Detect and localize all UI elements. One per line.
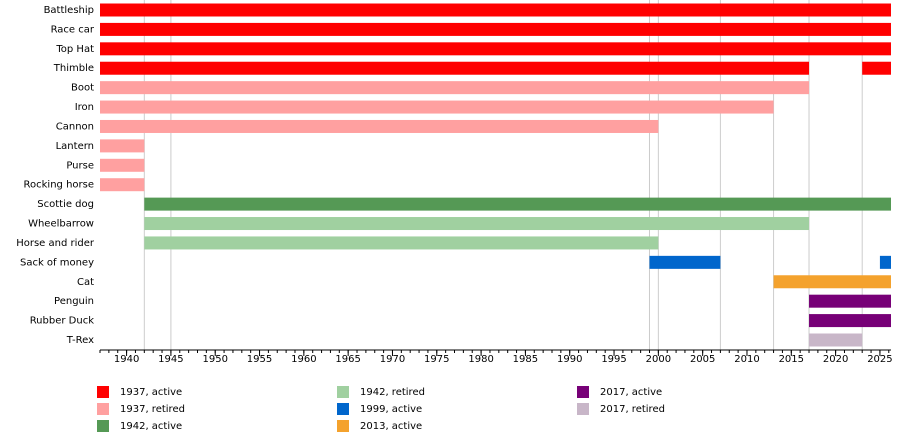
legend-label: 1999, active — [360, 404, 422, 415]
bar — [100, 100, 774, 114]
row-label: Scottie dog — [37, 199, 94, 210]
bar — [100, 158, 145, 172]
bar — [649, 255, 721, 269]
legend-label: 2017, active — [600, 387, 662, 398]
bar — [100, 3, 891, 17]
x-tick-label: 1955 — [247, 354, 272, 365]
x-tick-label: 1975 — [424, 354, 449, 365]
legend-swatch — [97, 386, 109, 398]
row-label: Race car — [51, 24, 95, 35]
legend-label: 1942, retired — [360, 387, 425, 398]
x-tick-label: 2025 — [867, 354, 892, 365]
bar — [100, 81, 810, 95]
bar — [100, 61, 810, 75]
row-label: Purse — [66, 160, 94, 171]
x-tick-label: 2000 — [646, 354, 671, 365]
row-label: Rubber Duck — [30, 316, 95, 327]
row-label: Boot — [71, 83, 94, 94]
bar — [100, 178, 145, 192]
legend-label: 1942, active — [120, 421, 182, 432]
legend-swatch — [337, 403, 349, 415]
legend-swatch — [577, 386, 589, 398]
bar — [100, 119, 659, 133]
row-label: Cat — [77, 277, 94, 288]
bar — [144, 236, 659, 250]
bar — [773, 275, 891, 289]
bar — [100, 42, 891, 56]
bar — [879, 255, 891, 269]
row-label: Lantern — [56, 141, 94, 152]
x-tick-label: 2015 — [779, 354, 804, 365]
row-label: Top Hat — [55, 44, 94, 55]
x-tick-label: 1970 — [380, 354, 405, 365]
x-tick-label: 1980 — [468, 354, 493, 365]
x-tick-label: 1985 — [513, 354, 538, 365]
bar — [862, 61, 891, 75]
legend-swatch — [97, 420, 109, 432]
x-tick-label: 1950 — [202, 354, 227, 365]
x-tick-label: 2020 — [823, 354, 848, 365]
row-label: Cannon — [56, 121, 94, 132]
legend-label: 2017, retired — [600, 404, 665, 415]
row-label: Horse and rider — [16, 238, 95, 249]
x-tick-label: 2005 — [690, 354, 715, 365]
legend-swatch — [337, 420, 349, 432]
bar — [144, 197, 891, 211]
bar — [100, 139, 145, 153]
bar — [809, 314, 891, 328]
bar — [809, 333, 863, 347]
legend-swatch — [97, 403, 109, 415]
row-label: Iron — [75, 102, 94, 113]
row-label: T-Rex — [66, 335, 94, 346]
row-label: Thimble — [53, 63, 94, 74]
x-tick-label: 1945 — [158, 354, 183, 365]
x-tick-label: 1960 — [291, 354, 316, 365]
x-tick-label: 2010 — [734, 354, 759, 365]
bar — [809, 294, 891, 308]
legend-swatch — [577, 403, 589, 415]
row-label: Battleship — [44, 5, 94, 16]
row-label: Penguin — [54, 296, 94, 307]
row-label: Rocking horse — [24, 180, 94, 191]
legend-label: 1937, retired — [120, 404, 185, 415]
legend-label: 1937, active — [120, 387, 182, 398]
bar — [100, 22, 891, 36]
bar — [144, 217, 810, 231]
legend-swatch — [337, 386, 349, 398]
legend-label: 2013, active — [360, 421, 422, 432]
x-tick-label: 1940 — [114, 354, 139, 365]
x-tick-label: 1995 — [601, 354, 626, 365]
x-tick-label: 1965 — [335, 354, 360, 365]
row-label: Sack of money — [20, 257, 94, 268]
x-tick-label: 1990 — [557, 354, 582, 365]
row-label: Wheelbarrow — [28, 219, 94, 230]
